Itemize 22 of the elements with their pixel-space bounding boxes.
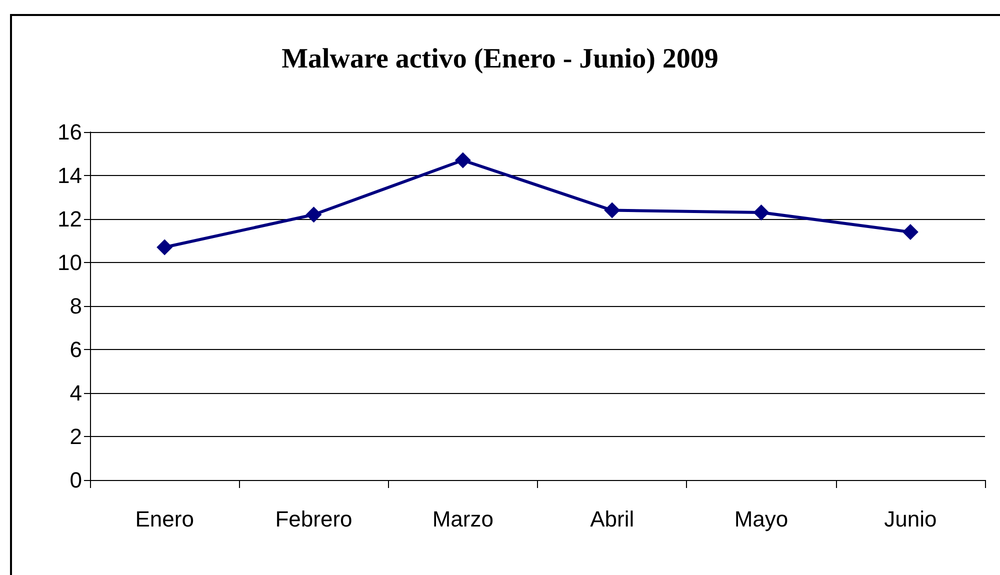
- y-tick-label: 16: [58, 120, 82, 144]
- point: [306, 206, 322, 223]
- point: [454, 152, 471, 168]
- y-tick-label: 0: [70, 468, 82, 492]
- point: [753, 204, 770, 220]
- y-tick-label: 4: [70, 380, 82, 406]
- x-tick-label: Marzo: [432, 506, 494, 532]
- x-tick-label: Abril: [590, 506, 634, 532]
- y-tick-label: 14: [58, 163, 82, 188]
- point: [156, 239, 173, 256]
- point: [604, 202, 620, 218]
- y-tick-label: 2: [70, 424, 82, 449]
- x-tick-label: Junio: [884, 506, 937, 532]
- point: [902, 224, 918, 240]
- x-tick-label: Enero: [135, 506, 194, 532]
- y-tick-label: 12: [58, 206, 82, 232]
- x-tick-label: Febrero: [275, 506, 352, 532]
- y-tick-label: 8: [70, 294, 82, 318]
- x-tick-label: Mayo: [734, 506, 788, 532]
- y-tick-label: 6: [70, 337, 82, 362]
- y-tick-label: 10: [58, 250, 82, 275]
- chart-title: Malware activo (Enero - Junio) 2009: [282, 44, 718, 74]
